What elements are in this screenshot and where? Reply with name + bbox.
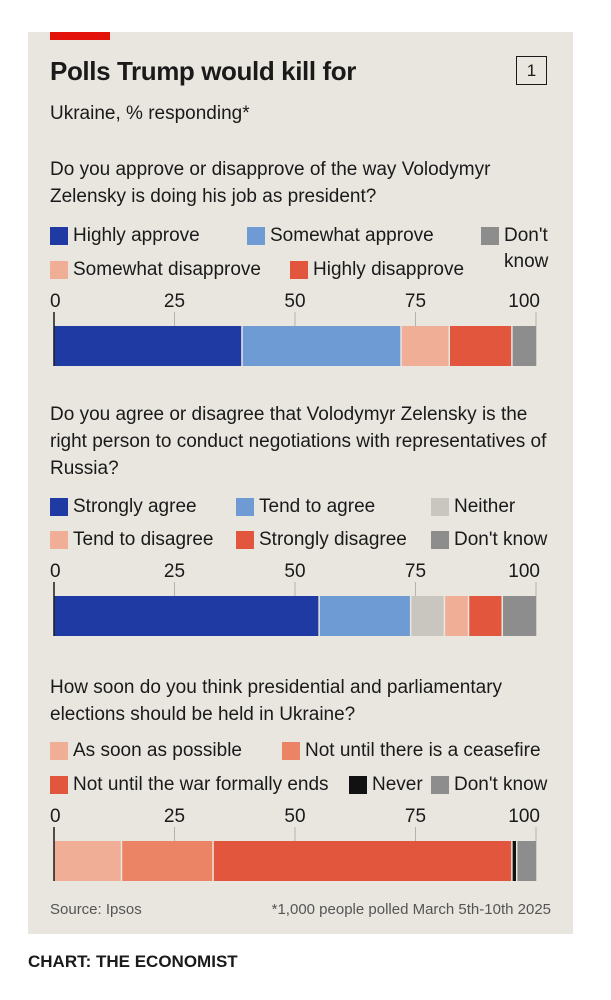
bar-segment bbox=[54, 841, 122, 881]
legend-label: Don't know bbox=[454, 774, 548, 795]
bar-segment bbox=[54, 596, 320, 636]
chart-panel bbox=[28, 32, 573, 934]
economist-red-tag bbox=[50, 32, 110, 40]
tick-label: 75 bbox=[405, 291, 426, 312]
bar-segment bbox=[511, 326, 536, 366]
legend-swatch bbox=[236, 531, 254, 549]
tick-label: 25 bbox=[164, 291, 185, 312]
question-1: Do you approve or disapprove of the way … bbox=[50, 159, 491, 207]
question-3: How soon do you think presidential and p… bbox=[50, 677, 503, 725]
legend-swatch bbox=[50, 531, 68, 549]
legend-label: Strongly agree bbox=[73, 496, 197, 517]
legend-swatch bbox=[431, 498, 449, 516]
legend-swatch bbox=[481, 227, 499, 245]
tick-label: 25 bbox=[164, 561, 185, 582]
bar-segment bbox=[401, 326, 450, 366]
tick-label: 0 bbox=[50, 806, 61, 827]
bar-segment bbox=[241, 326, 402, 366]
legend-label: Not until there is a ceasefire bbox=[305, 740, 541, 761]
bar-segment bbox=[121, 841, 214, 881]
bar-segment bbox=[468, 596, 503, 636]
legend-item-highly-approve: Highly approve bbox=[50, 226, 200, 246]
bar-segment bbox=[213, 841, 512, 881]
legend-item-dont-know: Don't know bbox=[431, 530, 547, 550]
bar-segment bbox=[502, 596, 536, 636]
chart-title: Polls Trump would kill for bbox=[50, 56, 356, 86]
tick-label: 50 bbox=[284, 291, 305, 312]
legend-label: Neither bbox=[454, 496, 516, 517]
legend-swatch bbox=[431, 776, 449, 794]
bar-segment bbox=[319, 596, 411, 636]
legend-swatch bbox=[349, 776, 367, 794]
legend-label: Somewhat approve bbox=[270, 225, 434, 246]
legend-swatch bbox=[290, 261, 308, 279]
tick-label: 50 bbox=[284, 561, 305, 582]
tick-label: 50 bbox=[284, 806, 305, 827]
legend-swatch bbox=[50, 742, 68, 760]
tick-label: 75 bbox=[405, 561, 426, 582]
legend-item-somewhat-disapprove: Somewhat disapprove bbox=[50, 260, 261, 280]
legend-item-somewhat-approve: Somewhat approve bbox=[247, 226, 434, 246]
legend-label: Don't know bbox=[504, 225, 549, 272]
tick-label: 100 bbox=[508, 806, 540, 827]
tick-label: 100 bbox=[508, 291, 540, 312]
legend-label: Highly disapprove bbox=[313, 259, 465, 280]
stacked-bar-chart-1: 0 25 50 75 100 bbox=[50, 291, 540, 366]
stacked-bar-chart-3: 0 25 50 75 100 bbox=[50, 806, 540, 881]
bar-segment bbox=[444, 596, 469, 636]
bar-segment bbox=[410, 596, 445, 636]
tick-label: 100 bbox=[508, 561, 540, 582]
tick-label: 0 bbox=[50, 291, 61, 312]
tick-label: 75 bbox=[405, 806, 426, 827]
bar-segment bbox=[54, 326, 242, 366]
tick-label: 25 bbox=[164, 806, 185, 827]
legend-item-highly-disapprove: Highly disapprove bbox=[290, 260, 464, 280]
legend-item-not-until-ceasefire: Not until there is a ceasefire bbox=[282, 741, 541, 761]
bar-segment bbox=[516, 841, 536, 881]
legend-item-dont-know: Don't know bbox=[431, 775, 547, 795]
legend-swatch bbox=[282, 742, 300, 760]
legend-label: Tend to agree bbox=[259, 496, 376, 517]
legend-item-strongly-disagree: Strongly disagree bbox=[236, 530, 407, 550]
bar-segment bbox=[511, 841, 517, 881]
question-2: Do you agree or disagree that Volodymyr … bbox=[50, 404, 547, 479]
legend-item-strongly-agree: Strongly agree bbox=[50, 497, 197, 517]
legend-swatch bbox=[50, 498, 68, 516]
legend-swatch bbox=[50, 776, 68, 794]
legend-item-tend-to-agree: Tend to agree bbox=[236, 497, 375, 517]
chart-subtitle: Ukraine, % responding* bbox=[50, 103, 250, 124]
legend-item-as-soon-as-possible: As soon as possible bbox=[50, 741, 242, 761]
legend-item-never: Never bbox=[349, 775, 423, 795]
footnote: *1,000 people polled March 5th-10th 2025 bbox=[271, 901, 551, 918]
legend-label: As soon as possible bbox=[73, 740, 242, 761]
legend-label: Not until the war formally ends bbox=[73, 774, 329, 795]
tick-label: 0 bbox=[50, 561, 61, 582]
legend-label: Strongly disagree bbox=[259, 529, 407, 550]
legend-item-not-until-war-ends: Not until the war formally ends bbox=[50, 775, 329, 795]
legend-label: Never bbox=[372, 774, 423, 795]
source-note: Source: Ipsos bbox=[50, 901, 142, 918]
stacked-bar-chart-2: 0 25 50 75 100 bbox=[50, 561, 540, 636]
chart-number-badge: 1 bbox=[516, 56, 547, 85]
legend-label: Somewhat disapprove bbox=[73, 259, 261, 280]
legend-item-tend-to-disagree: Tend to disagree bbox=[50, 530, 214, 550]
legend-swatch bbox=[50, 261, 68, 279]
legend-label: Highly approve bbox=[73, 225, 200, 246]
legend-label: Tend to disagree bbox=[73, 529, 214, 550]
bar-segment bbox=[449, 326, 512, 366]
legend-item-dont-know: Don't know bbox=[481, 225, 574, 275]
legend-swatch bbox=[247, 227, 265, 245]
legend-item-neither: Neither bbox=[431, 497, 515, 517]
chart-credit: CHART: THE ECONOMIST bbox=[28, 952, 238, 971]
legend-swatch bbox=[236, 498, 254, 516]
legend-swatch bbox=[50, 227, 68, 245]
legend-swatch bbox=[431, 531, 449, 549]
legend-label: Don't know bbox=[454, 529, 548, 550]
